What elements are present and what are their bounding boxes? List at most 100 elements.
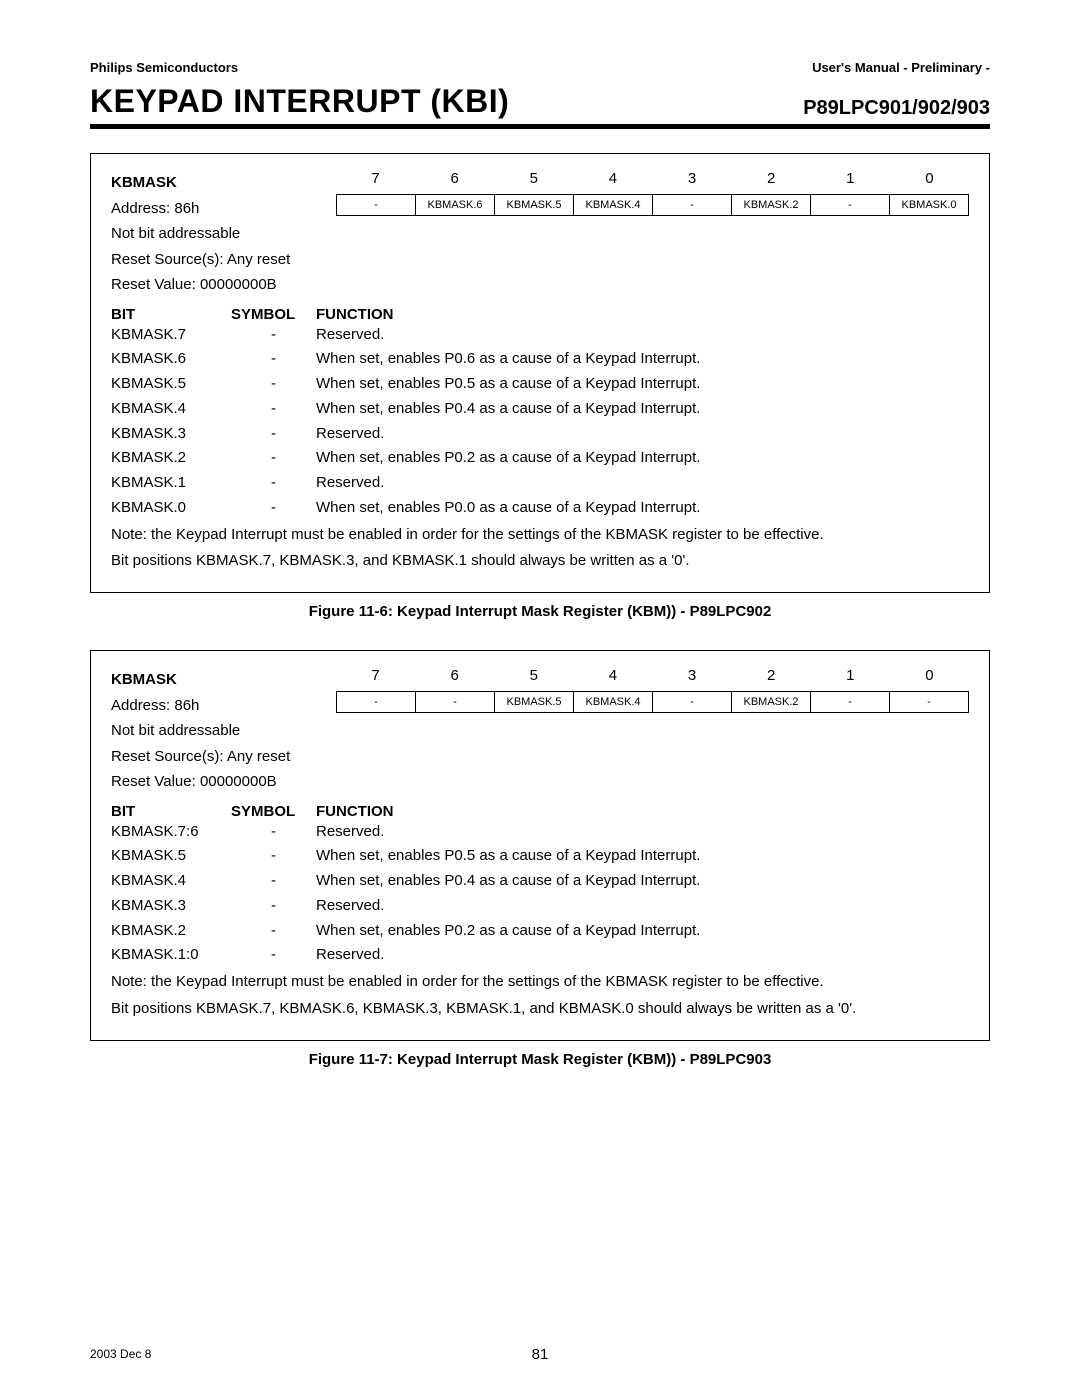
function-row: KBMASK.2-When set, enables P0.2 as a cau… [111,446,969,471]
bit-addressable: Not bit addressable [111,221,969,247]
col-function: FUNCTION [316,306,969,323]
page: Philips Semiconductors User's Manual - P… [0,0,1080,1397]
bit-label: KBMASK.7 [111,323,231,348]
bit-cell: - [416,692,495,712]
note-line: Note: the Keypad Interrupt must be enabl… [111,970,969,995]
page-number: 81 [90,1346,990,1363]
bit-cell: KBMASK.5 [495,692,574,712]
function-cell: Reserved. [316,820,969,845]
bit-cell: - [337,195,416,215]
bit-addressable: Not bit addressable [111,718,969,744]
bit-num: 7 [336,170,415,194]
page-title: KEYPAD INTERRUPT (KBI) [90,83,509,120]
bit-num: 2 [732,170,811,194]
register-address: Address: 86h [111,196,336,222]
page-header: Philips Semiconductors User's Manual - P… [90,60,990,75]
function-row: KBMASK.7-Reserved. [111,323,969,348]
figure-box-2: KBMASK Address: 86h 7 6 5 4 3 2 1 0 - - … [90,650,990,1041]
function-table: BIT SYMBOL FUNCTION KBMASK.7:6-Reserved.… [111,803,969,969]
reset-sources: Reset Source(s): Any reset [111,744,969,770]
reset-sources: Reset Source(s): Any reset [111,247,969,273]
register-top-row: KBMASK Address: 86h 7 6 5 4 3 2 1 0 - KB… [111,170,969,221]
bit-cell-row: - - KBMASK.5 KBMASK.4 - KBMASK.2 - - [336,691,969,713]
function-cell: When set, enables P0.2 as a cause of a K… [316,919,969,944]
header-company: Philips Semiconductors [90,60,238,75]
function-row: KBMASK.4-When set, enables P0.4 as a cau… [111,869,969,894]
bit-cell: KBMASK.6 [416,195,495,215]
note-line: Bit positions KBMASK.7, KBMASK.6, KBMASK… [111,997,969,1022]
bit-num: 1 [811,170,890,194]
figure-caption: Figure 11-6: Keypad Interrupt Mask Regis… [90,603,990,620]
symbol-cell: - [231,496,316,521]
symbol-cell: - [231,372,316,397]
bit-label: KBMASK.2 [111,919,231,944]
bit-cell: KBMASK.2 [732,195,811,215]
function-row: KBMASK.1-Reserved. [111,471,969,496]
bit-cell: - [653,692,732,712]
bit-cell: - [337,692,416,712]
function-cell: When set, enables P0.5 as a cause of a K… [316,372,969,397]
bit-table: 7 6 5 4 3 2 1 0 - KBMASK.6 KBMASK.5 KBMA… [336,170,969,216]
function-cell: Reserved. [316,422,969,447]
function-table: BIT SYMBOL FUNCTION KBMASK.7-Reserved. K… [111,306,969,521]
bit-num: 0 [890,667,969,691]
function-row: KBMASK.3-Reserved. [111,894,969,919]
bit-num: 3 [653,170,732,194]
bit-cell: KBMASK.2 [732,692,811,712]
bit-label: KBMASK.2 [111,446,231,471]
function-cell: When set, enables P0.2 as a cause of a K… [316,446,969,471]
figure-box-1: KBMASK Address: 86h 7 6 5 4 3 2 1 0 - KB… [90,153,990,593]
function-cell: When set, enables P0.4 as a cause of a K… [316,869,969,894]
symbol-cell: - [231,347,316,372]
bit-number-row: 7 6 5 4 3 2 1 0 [336,170,969,194]
function-row: KBMASK.7:6-Reserved. [111,820,969,845]
function-cell: When set, enables P0.5 as a cause of a K… [316,844,969,869]
col-function: FUNCTION [316,803,969,820]
function-row: KBMASK.5-When set, enables P0.5 as a cau… [111,372,969,397]
function-row: KBMASK.5-When set, enables P0.5 as a cau… [111,844,969,869]
register-left-meta: KBMASK Address: 86h [111,170,336,221]
register-name: KBMASK [111,170,336,196]
bit-label: KBMASK.7:6 [111,820,231,845]
bit-num: 6 [415,170,494,194]
col-symbol: SYMBOL [231,803,316,820]
bit-label: KBMASK.3 [111,422,231,447]
footer-date: 2003 Dec 8 [90,1347,151,1361]
function-cell: When set, enables P0.0 as a cause of a K… [316,496,969,521]
bit-number-row: 7 6 5 4 3 2 1 0 [336,667,969,691]
register-meta-lines: Not bit addressable Reset Source(s): Any… [111,221,969,298]
function-header: BIT SYMBOL FUNCTION [111,803,969,820]
function-header: BIT SYMBOL FUNCTION [111,306,969,323]
bit-num: 7 [336,667,415,691]
function-row: KBMASK.4-When set, enables P0.4 as a cau… [111,397,969,422]
function-cell: When set, enables P0.4 as a cause of a K… [316,397,969,422]
title-bar: KEYPAD INTERRUPT (KBI) P89LPC901/902/903 [90,83,990,129]
symbol-cell: - [231,919,316,944]
bit-cell-row: - KBMASK.6 KBMASK.5 KBMASK.4 - KBMASK.2 … [336,194,969,216]
bit-cell: - [811,195,890,215]
function-cell: Reserved. [316,894,969,919]
bit-num: 5 [494,667,573,691]
symbol-cell: - [231,943,316,968]
function-row: KBMASK.6-When set, enables P0.6 as a cau… [111,347,969,372]
bit-num: 2 [732,667,811,691]
bit-label: KBMASK.4 [111,869,231,894]
col-symbol: SYMBOL [231,306,316,323]
register-address: Address: 86h [111,693,336,719]
bit-label: KBMASK.4 [111,397,231,422]
register-meta-lines: Not bit addressable Reset Source(s): Any… [111,718,969,795]
symbol-cell: - [231,820,316,845]
bit-table: 7 6 5 4 3 2 1 0 - - KBMASK.5 KBMASK.4 - … [336,667,969,713]
function-cell: Reserved. [316,943,969,968]
bit-label: KBMASK.6 [111,347,231,372]
col-bit: BIT [111,803,231,820]
bit-label: KBMASK.1:0 [111,943,231,968]
note-line: Note: the Keypad Interrupt must be enabl… [111,523,969,548]
bit-label: KBMASK.3 [111,894,231,919]
bit-label: KBMASK.0 [111,496,231,521]
symbol-cell: - [231,894,316,919]
symbol-cell: - [231,422,316,447]
symbol-cell: - [231,397,316,422]
bit-label: KBMASK.5 [111,844,231,869]
header-doc-type: User's Manual - Preliminary - [812,60,990,75]
